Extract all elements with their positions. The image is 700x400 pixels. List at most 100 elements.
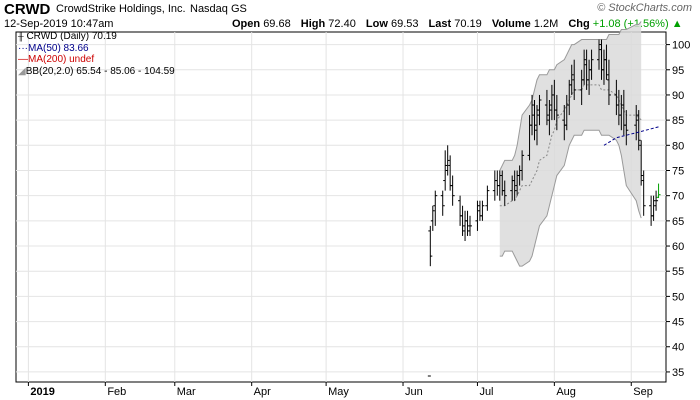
ohlc-bar — [597, 39, 602, 70]
site-watermark[interactable]: © StockCharts.com — [597, 2, 692, 14]
x-tick-label: Jun — [405, 386, 423, 398]
ohlc-bar — [443, 150, 448, 191]
ohlc-bar — [445, 145, 450, 176]
ohlc-bar — [641, 170, 646, 216]
y-tick-label: 70 — [672, 191, 684, 203]
ohlc-bar — [572, 59, 577, 100]
legend-price: ╫ CRWD (Daily) 70.19 — [18, 31, 175, 43]
ohlc-bar — [465, 210, 470, 236]
bb-lower-line — [499, 129, 642, 267]
ohlc-bar — [512, 170, 517, 201]
chg-value: +1.08 (+1.56%) — [592, 18, 669, 30]
ohlc-bar — [634, 105, 639, 141]
volume-value: 1.2M — [533, 18, 559, 30]
y-tick-label: 100 — [672, 40, 690, 52]
legend-price-label: CRWD (Daily) 70.19 — [26, 31, 117, 42]
ma50-line — [603, 126, 659, 146]
ohlc-bar — [440, 190, 445, 216]
ohlc-bar — [606, 59, 611, 106]
high-value: 72.40 — [328, 18, 356, 30]
ohlc-bar — [433, 190, 438, 226]
company-name: CrowdStrike Holdings, Inc. — [56, 3, 186, 15]
legend-ma50-label: MA(50) 83.66 — [28, 42, 89, 54]
ohlc-bar — [639, 140, 644, 186]
chg-label: Chg — [568, 18, 590, 30]
ohlc-bar — [604, 44, 609, 80]
moving-averages — [603, 126, 659, 146]
open-value: 69.68 — [263, 18, 291, 30]
y-tick-label: 85 — [672, 115, 684, 127]
price-series-icon: ╫ — [18, 32, 24, 41]
high-label: High — [300, 18, 326, 30]
ohlc-bar — [430, 205, 435, 231]
dotted-line-icon: ··· — [18, 42, 28, 54]
solid-line-icon: — — [18, 54, 28, 65]
y-tick-label: 80 — [672, 140, 684, 152]
ticker-symbol: CRWD — [4, 1, 51, 18]
ohlc-bar — [534, 105, 539, 146]
bb-upper-line — [499, 21, 642, 171]
ohlc-bar — [450, 175, 455, 206]
x-tick-label: May — [328, 386, 349, 398]
quote-summary: Open 69.68 High 72.40 Low 69.53 Last 70.… — [232, 18, 690, 30]
ohlc-bar — [428, 225, 433, 267]
open-label: Open — [232, 18, 261, 30]
x-tick-label: Feb — [107, 386, 126, 398]
ohlc-bar — [582, 49, 587, 85]
exchange-label: Nasdaq GS — [190, 3, 247, 15]
y-tick-label: 75 — [672, 165, 684, 177]
legend-bb: ◢BB(20,2.0) 65.54 - 85.06 - 104.59 — [18, 66, 175, 78]
ohlc-bar — [569, 64, 574, 95]
ohlc-bar — [544, 89, 549, 126]
ohlc-bar — [485, 185, 490, 211]
y-tick-label: 35 — [672, 367, 684, 379]
x-tick-label: 2019 — [30, 386, 54, 398]
legend-ma200: —MA(200) undef — [18, 54, 175, 66]
ohlc-bar — [624, 110, 629, 146]
x-tick-label: Aug — [556, 386, 576, 398]
y-tick-label: 95 — [672, 65, 684, 77]
last-label: Last — [428, 18, 452, 30]
ohlc-bar — [589, 49, 594, 80]
y-tick-label: 90 — [672, 90, 684, 102]
y-tick-label: 55 — [672, 266, 684, 278]
ohlc-bar — [475, 200, 480, 231]
quote-datetime: 12-Sep-2019 10:47am — [4, 18, 114, 30]
ohlc-bar — [520, 150, 525, 181]
ohlc-bar — [502, 180, 507, 206]
ohlc-bar — [532, 99, 537, 141]
ohlc-bar — [636, 110, 641, 151]
band-icon: ◢ — [18, 65, 26, 77]
legend-bb-label: BB(20,2.0) 65.54 - 85.06 - 104.59 — [25, 65, 175, 77]
ohlc-bar — [460, 205, 465, 236]
chart-header: CRWD CrowdStrike Holdings, Inc. Nasdaq G… — [0, 0, 700, 32]
ohlc-bar — [651, 195, 656, 221]
ohlc-bar — [654, 190, 659, 211]
ohlc-bar — [547, 99, 552, 136]
ohlc-bar — [554, 94, 559, 131]
y-tick-label: 50 — [672, 291, 684, 303]
last-value: 70.19 — [454, 18, 482, 30]
y-axis: 35 40 45 50 55 60 65 70 75 80 85 90 95 100 — [666, 40, 690, 379]
y-tick-label: 60 — [672, 241, 684, 253]
ohlc-bar — [656, 183, 661, 199]
y-tick-label: 40 — [672, 342, 684, 354]
ohlc-bar — [530, 94, 535, 136]
ohlc-bar — [537, 94, 542, 126]
x-tick-label: Apr — [254, 386, 271, 398]
x-axis: 2019 Feb Mar Apr May Jun Jul Aug Sep — [27, 382, 653, 398]
y-tick-label: 65 — [672, 216, 684, 228]
legend-ma200-label: MA(200) undef — [28, 54, 95, 65]
y-tick-label: 45 — [672, 317, 684, 329]
ohlc-bar — [480, 200, 485, 221]
x-tick-label: Jul — [479, 386, 493, 398]
low-label: Low — [365, 18, 388, 30]
ohlc-bar — [468, 215, 473, 236]
x-tick-label: Mar — [177, 386, 196, 398]
ohlc-bars — [427, 39, 661, 377]
legend-ma50: ···MA(50) 83.66 — [18, 43, 175, 55]
x-tick-label: Sep — [633, 386, 653, 398]
volume-label: Volume — [491, 18, 531, 30]
low-value: 69.53 — [390, 18, 419, 30]
